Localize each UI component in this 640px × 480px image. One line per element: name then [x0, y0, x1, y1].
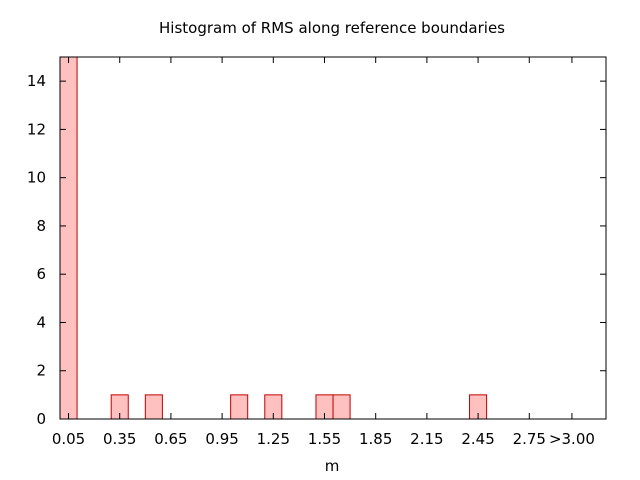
x-tick-label: 1.85 — [359, 430, 392, 448]
histogram-bar — [144, 394, 163, 420]
y-tick-label: 8 — [36, 217, 46, 235]
plot-frame — [59, 56, 607, 420]
x-tick-label: 0.95 — [205, 430, 238, 448]
y-tick-label: 12 — [27, 120, 46, 138]
x-axis-label: m — [325, 457, 340, 475]
y-tick-label: 14 — [27, 72, 46, 90]
y-tick-label: 2 — [36, 362, 46, 380]
x-tick-label: 0.05 — [52, 430, 85, 448]
x-tick-label: 0.35 — [103, 430, 136, 448]
chart-title: Histogram of RMS along reference boundar… — [159, 19, 505, 37]
bars-group — [59, 56, 488, 420]
ticks-group: 0 2 4 6 8 10 12 14 0.05 0.35 0.65 0.95 1.25 1.55 1.85 2… — [27, 57, 606, 448]
x-tick-label: 0.65 — [154, 430, 187, 448]
x-tick-label: 1.25 — [257, 430, 290, 448]
histogram-bar — [332, 394, 351, 420]
x-tick-label: 2.75 — [513, 430, 546, 448]
y-tick-label: 10 — [27, 169, 46, 187]
x-tick-label: 1.55 — [308, 430, 341, 448]
y-tick-label: 6 — [36, 265, 46, 283]
x-tick-label: 2.45 — [461, 430, 494, 448]
histogram-bar — [230, 394, 249, 420]
x-tick-label: >3.00 — [549, 430, 595, 448]
y-tick-label: 4 — [36, 313, 46, 331]
histogram-bar — [59, 56, 78, 420]
y-tick-label: 0 — [36, 410, 46, 428]
x-tick-label: 2.15 — [410, 430, 443, 448]
